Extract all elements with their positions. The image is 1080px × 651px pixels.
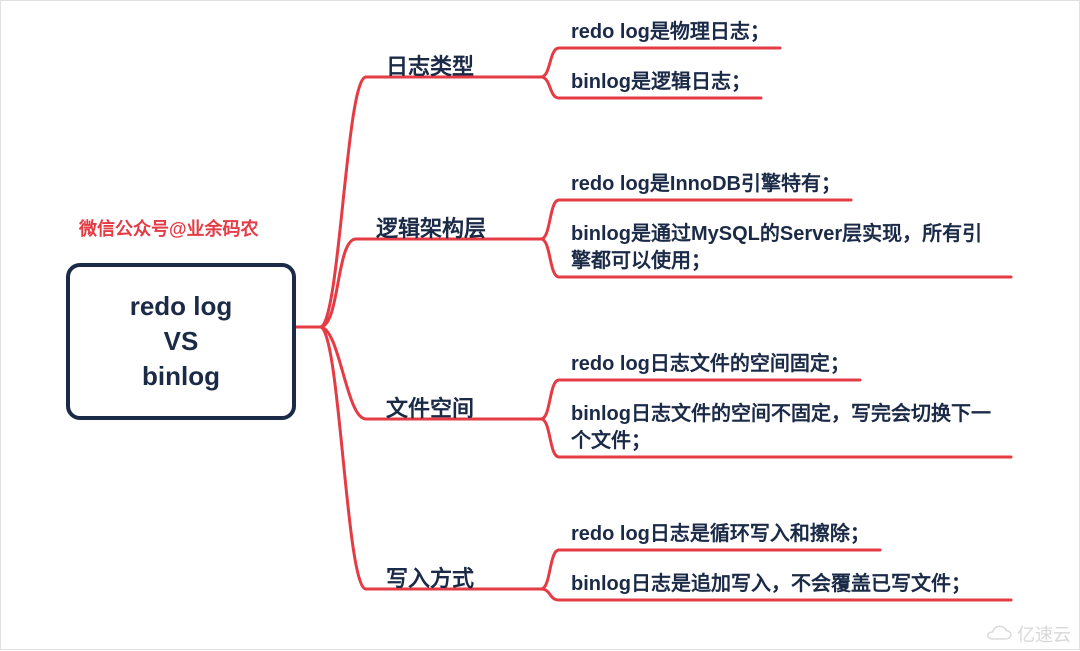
wechat-watermark: 微信公众号@业余码农 [79,215,259,241]
leaf-label: binlog是逻辑日志； [571,69,751,96]
leaf-label: redo log日志是循环写入和擦除； [571,521,870,548]
leaf-label: redo log是InnoDB引擎特有； [571,171,841,198]
footer-watermark: 亿速云 [985,621,1071,647]
leaf-label: binlog日志文件的空间不固定，写完会切换下一个文件； [571,401,1001,455]
root-line-1: redo log [98,289,264,324]
branch-label: 文件空间 [386,391,474,423]
root-line-2: VS [98,324,264,359]
footer-watermark-text: 亿速云 [1017,621,1071,647]
root-line-3: binlog [98,359,264,394]
leaf-label: redo log日志文件的空间固定； [571,351,850,378]
branch-label: 日志类型 [386,49,474,81]
root-node: redo log VS binlog [66,263,296,420]
leaf-label: binlog是通过MySQL的Server层实现，所有引擎都可以使用； [571,221,1001,275]
branch-label: 写入方式 [386,561,474,593]
branch-label: 逻辑架构层 [376,211,486,243]
cloud-icon [985,624,1013,644]
leaf-label: redo log是物理日志； [571,19,770,46]
leaf-label: binlog日志是追加写入，不会覆盖已写文件； [571,571,1001,598]
